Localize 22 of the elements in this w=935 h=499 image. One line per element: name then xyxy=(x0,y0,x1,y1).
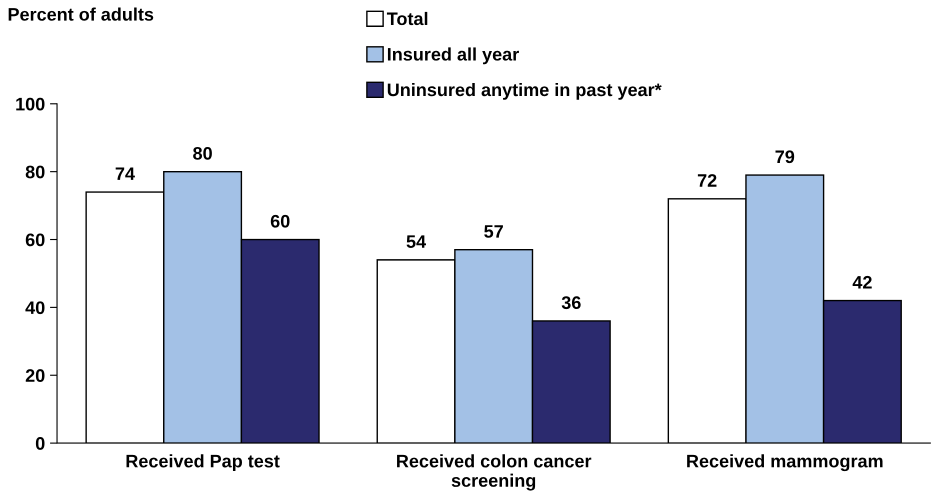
y-tick-label: 100 xyxy=(16,98,44,111)
y-tick-label: 80 xyxy=(26,166,44,178)
x-tick-label: Received mammogram xyxy=(687,454,883,472)
legend-label: Uninsured anytime in past year* xyxy=(388,82,662,100)
data-label: 60 xyxy=(270,214,290,228)
x-tick-label: Received Pap test xyxy=(126,454,280,472)
y-tick-label: 60 xyxy=(26,233,44,246)
y-tick-label: 20 xyxy=(26,369,44,382)
legend-label: Total xyxy=(386,12,428,26)
data-label: 36 xyxy=(562,296,581,310)
y-tick-label: 40 xyxy=(25,301,44,314)
data-label: 79 xyxy=(776,150,794,164)
data-label: 72 xyxy=(698,174,716,187)
legend-label: Insured all year xyxy=(388,47,519,64)
y-axis-title: Percent of adults xyxy=(8,7,154,21)
y-tick-label: 0 xyxy=(36,437,44,450)
data-label: 80 xyxy=(193,146,212,160)
x-tick-label: Received colon cancer screening xyxy=(397,454,592,491)
data-label: 54 xyxy=(406,235,426,248)
data-label: 57 xyxy=(484,225,503,238)
data-label: 74 xyxy=(116,168,135,180)
data-label: 42 xyxy=(852,276,872,289)
